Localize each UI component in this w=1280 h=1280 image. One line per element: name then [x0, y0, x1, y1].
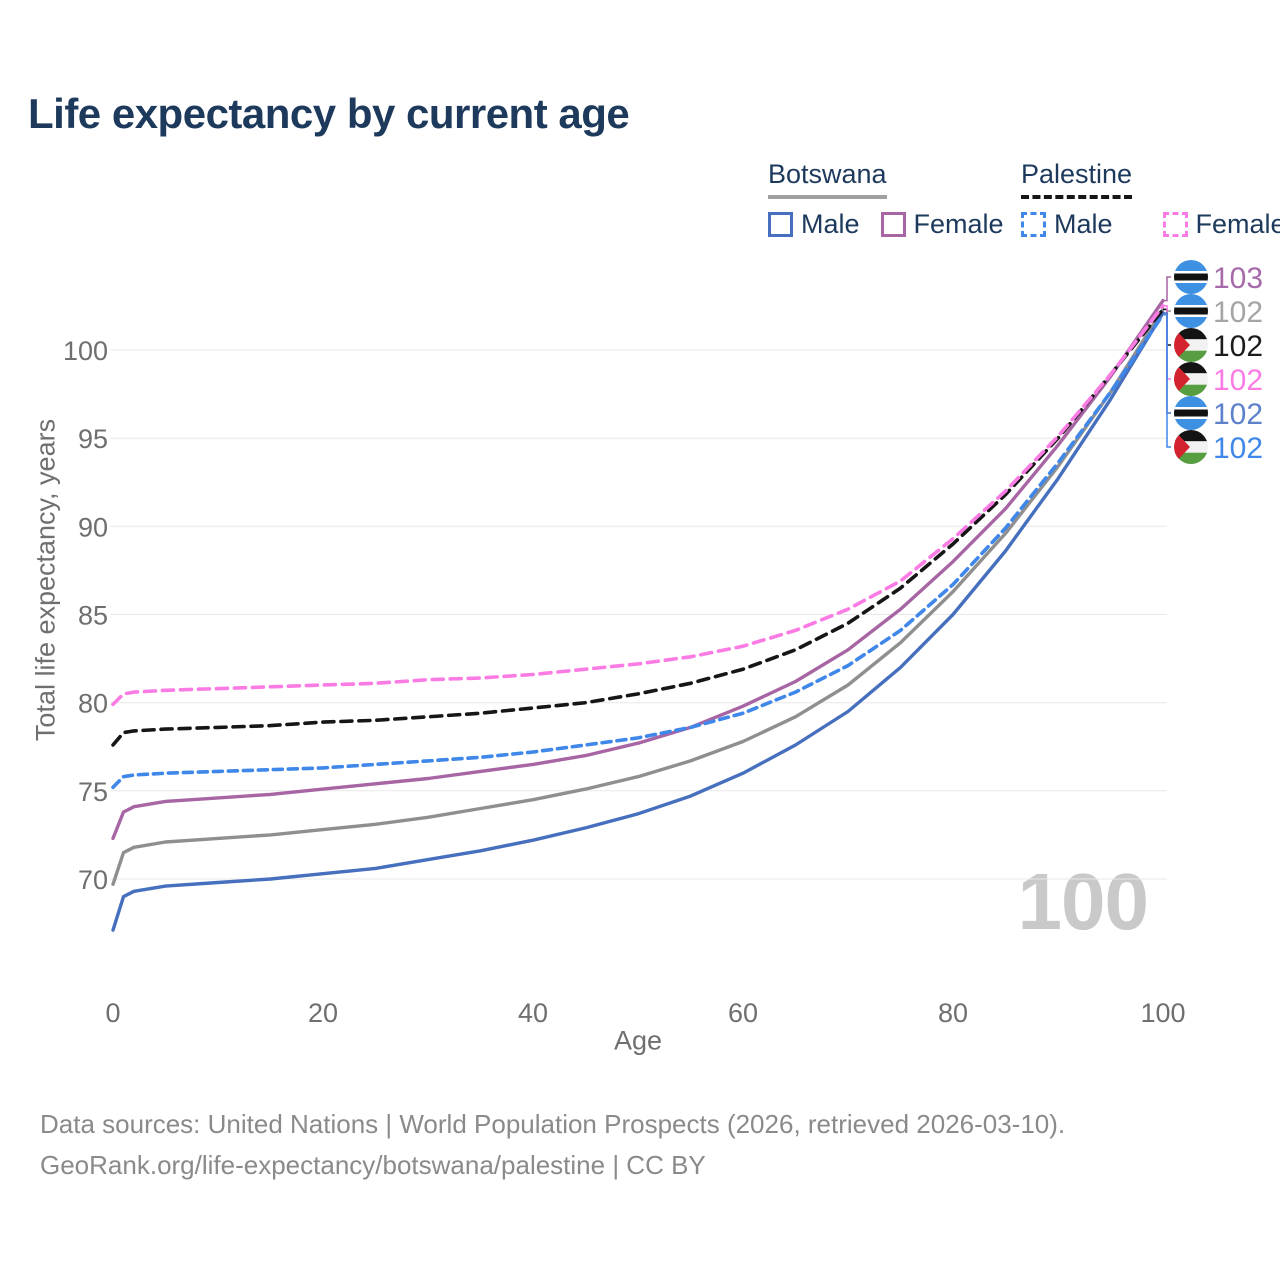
age-watermark: 100: [1017, 857, 1149, 946]
flag-botswana-icon: [1174, 260, 1208, 294]
y-tick-label-70: 70: [78, 865, 108, 895]
grid-layer: 70 75 80 85 90 95 100 0 20 40 60 80 100: [63, 336, 1186, 1028]
legend-item-label: Male: [801, 208, 860, 239]
legend-item-palestine-male[interactable]: Male: [1021, 209, 1113, 240]
legend-item-label: Female: [913, 208, 1004, 239]
legend-country-botswana: Botswana: [768, 159, 887, 199]
chart-title: Life expectancy by current age: [28, 90, 630, 137]
legend-item-botswana-female[interactable]: Female: [880, 208, 1004, 240]
x-tick-label-100: 100: [1140, 998, 1185, 1028]
end-value-palestine-male: 102: [1213, 432, 1263, 465]
line-layer: [111, 298, 1165, 932]
flag-palestine-icon: [1174, 430, 1208, 464]
end-value-palestine-female: 102: [1213, 364, 1263, 397]
swatch-solid-blue-icon: [768, 211, 793, 237]
footer-attribution: GeoRank.org/life-expectancy/botswana/pal…: [40, 1150, 706, 1180]
leader-line-palestine-male: [1163, 313, 1171, 448]
y-tick-label-100: 100: [63, 336, 108, 366]
legend-row-botswana: Male Female: [768, 209, 1004, 240]
legend-row-palestine: Male Female: [1021, 209, 1280, 240]
swatch-dashed-blue-icon: [1021, 211, 1046, 237]
swatch-dashed-pink-icon: [1162, 211, 1188, 237]
leader-line-botswana-female: [1163, 276, 1171, 302]
series-line-palestine-female[interactable]: [111, 304, 1165, 707]
x-tick-label-20: 20: [308, 998, 338, 1028]
legend-item-label: Male: [1054, 208, 1113, 239]
series-line-palestine-male[interactable]: [111, 312, 1165, 790]
y-tick-label-95: 95: [78, 424, 108, 454]
legend-group-botswana: Botswana Male Female: [768, 159, 1004, 240]
x-tick-label-0: 0: [105, 998, 120, 1028]
x-axis-title: Age: [613, 1025, 663, 1056]
flag-botswana-icon: [1174, 294, 1208, 328]
legend-group-palestine: Palestine Male Female: [1021, 159, 1280, 240]
footer-data-sources: Data sources: United Nations | World Pop…: [40, 1109, 1066, 1139]
end-value-botswana-male: 102: [1213, 398, 1263, 431]
legend-item-palestine-female[interactable]: Female: [1162, 208, 1280, 240]
y-tick-label-80: 80: [78, 689, 108, 719]
legend-item-label: Female: [1195, 208, 1280, 239]
legend-item-botswana-male[interactable]: Male: [768, 209, 860, 240]
end-value-botswana-female: 103: [1213, 262, 1263, 295]
swatch-solid-purple-icon: [880, 211, 906, 237]
x-tick-label-80: 80: [938, 998, 968, 1028]
footer: Data sources: United Nations | World Pop…: [40, 1104, 1065, 1186]
series-line-botswana-male[interactable]: [111, 311, 1165, 932]
series-line-botswana-both-sexes[interactable]: [111, 307, 1165, 886]
y-tick-label-75: 75: [78, 777, 108, 807]
end-value-botswana-both-sexes: 102: [1213, 296, 1263, 329]
y-tick-label-90: 90: [78, 512, 108, 542]
series-line-palestine-both-sexes[interactable]: [111, 307, 1165, 747]
y-axis-title: Total life expectancy, years: [30, 418, 61, 742]
flag-palestine-icon: [1174, 362, 1208, 396]
end-value-palestine-both-sexes: 102: [1213, 330, 1263, 363]
x-tick-label-60: 60: [728, 998, 758, 1028]
flag-botswana-icon: [1174, 396, 1208, 430]
y-tick-label-85: 85: [78, 601, 108, 631]
series-line-botswana-female[interactable]: [111, 298, 1165, 841]
legend-country-palestine: Palestine: [1021, 159, 1133, 199]
x-tick-label-40: 40: [518, 998, 548, 1028]
flag-palestine-icon: [1174, 328, 1208, 362]
